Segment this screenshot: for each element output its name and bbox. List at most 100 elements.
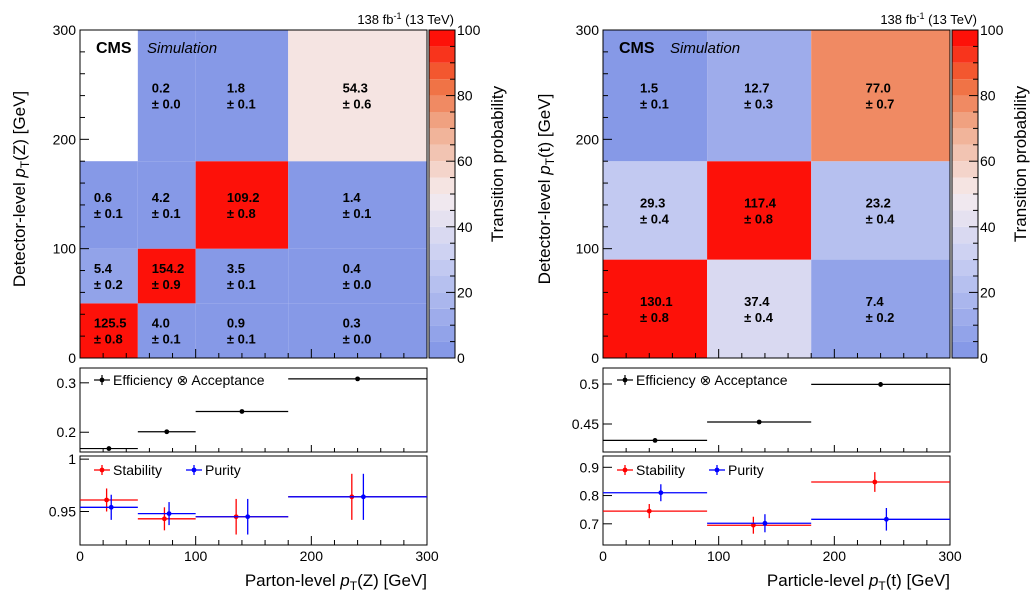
cell-value-label: 4.2 bbox=[152, 190, 170, 205]
x-tick-label: 100 bbox=[184, 548, 208, 564]
color-bar-band bbox=[952, 308, 978, 326]
color-bar-band bbox=[952, 341, 978, 358]
z-tick-label: 60 bbox=[457, 153, 473, 169]
z-tick-label: 0 bbox=[457, 350, 465, 366]
color-bar-band bbox=[952, 128, 978, 145]
y-tick-label: 300 bbox=[576, 22, 600, 38]
x-tick-label: 200 bbox=[300, 548, 324, 564]
heatmap-cell bbox=[137, 30, 196, 162]
stability-legend-label: Stability bbox=[113, 462, 162, 478]
y-tick-label: 300 bbox=[53, 22, 77, 38]
cell-value-label: 4.0 bbox=[152, 316, 170, 331]
cell-value-label: 154.2 bbox=[152, 261, 185, 276]
x-tick-label: 100 bbox=[707, 548, 731, 564]
color-bar-band bbox=[429, 325, 455, 342]
heatmap-frame bbox=[79, 29, 428, 359]
color-bar-band bbox=[429, 161, 455, 178]
heatmap-frame bbox=[602, 29, 951, 359]
heatmap-cell bbox=[603, 30, 708, 162]
z-axis-title: Transition probability bbox=[488, 85, 507, 242]
cell-value-label: 125.5 bbox=[94, 316, 127, 331]
color-bar-band bbox=[952, 226, 978, 244]
color-bar-band bbox=[952, 259, 978, 276]
stability-point bbox=[104, 497, 110, 503]
color-bar-band bbox=[429, 243, 455, 260]
purity-point bbox=[108, 504, 114, 510]
efficiency-panel: 0.45 0.5 Efficiency ⊗ Acceptance bbox=[572, 367, 951, 453]
cell-error-label: ± 0.1 bbox=[152, 206, 181, 221]
cell-error-label: ± 0.1 bbox=[227, 332, 256, 347]
heatmap-cell bbox=[288, 30, 427, 162]
color-bar-band bbox=[429, 30, 455, 47]
cms-label: CMS bbox=[619, 40, 655, 57]
color-bar: 0 20 40 60 80 100 bbox=[951, 22, 1004, 366]
heatmap-cell bbox=[195, 161, 289, 249]
x-tick-label: 200 bbox=[823, 548, 847, 564]
cell-value-label: 7.4 bbox=[866, 294, 885, 309]
cms-label: CMS bbox=[96, 40, 132, 57]
efficiency-y-tick-label: 0.5 bbox=[580, 376, 600, 392]
purity-point bbox=[658, 490, 664, 496]
efficiency-point bbox=[239, 409, 245, 414]
color-bar-band bbox=[952, 243, 978, 260]
color-bar-band bbox=[429, 259, 455, 276]
panel-z-boson: 125.5± 0.84.0± 0.10.9± 0.10.3± 0.05.4± 0… bbox=[10, 11, 507, 592]
stability-purity-panel: 0.7 0.8 0.9 Stability Purity 0 100 200 300 bbox=[580, 455, 962, 564]
cell-error-label: ± 0.8 bbox=[744, 211, 773, 226]
x-tick-label: 300 bbox=[415, 548, 439, 564]
y-tick-label: 0 bbox=[591, 350, 599, 366]
y-tick-label: 100 bbox=[576, 241, 600, 257]
color-bar-band bbox=[952, 95, 978, 112]
efficiency-y-tick-label: 0.3 bbox=[57, 375, 77, 391]
heatmap-cell bbox=[137, 303, 196, 358]
color-bar-band bbox=[429, 46, 455, 63]
cell-value-label: 1.5 bbox=[640, 81, 658, 96]
cell-error-label: ± 0.4 bbox=[744, 310, 774, 325]
color-bar-band bbox=[952, 112, 978, 129]
simulation-label: Simulation bbox=[147, 40, 217, 57]
simulation-label: Simulation bbox=[670, 40, 740, 57]
efficiency-point bbox=[164, 429, 170, 435]
cell-error-label: ± 0.7 bbox=[866, 97, 895, 112]
heatmap-cell bbox=[137, 248, 196, 304]
heatmap-cells: 125.5± 0.84.0± 0.10.9± 0.10.3± 0.05.4± 0… bbox=[80, 30, 427, 358]
color-bar-band bbox=[429, 194, 455, 211]
heatmap-cell bbox=[137, 161, 196, 249]
efficiency-point bbox=[355, 376, 360, 382]
z-tick-label: 20 bbox=[980, 284, 996, 300]
purity-legend-label: Purity bbox=[728, 462, 764, 478]
cell-error-label: ± 0.8 bbox=[640, 310, 669, 325]
color-bar-band bbox=[429, 62, 455, 80]
heatmap-cell bbox=[811, 161, 950, 260]
cell-error-label: ± 0.4 bbox=[640, 211, 670, 226]
color-bar-band bbox=[429, 292, 455, 309]
cell-error-label: ± 0.1 bbox=[343, 206, 372, 221]
efficiency-point bbox=[756, 419, 762, 425]
z-tick-label: 40 bbox=[457, 219, 473, 235]
cell-value-label: 37.4 bbox=[744, 294, 770, 309]
sp-y-tick-label: 0.9 bbox=[580, 459, 600, 475]
sp-y-tick-label: 0.7 bbox=[580, 516, 600, 532]
cell-error-label: ± 0.9 bbox=[152, 277, 181, 292]
color-bar-band bbox=[429, 112, 455, 129]
color-bar-band bbox=[952, 30, 978, 47]
cell-error-label: ± 0.0 bbox=[152, 97, 181, 112]
cell-value-label: 23.2 bbox=[866, 195, 891, 210]
color-bar-band bbox=[429, 79, 455, 96]
purity-point bbox=[883, 516, 889, 522]
stability-point bbox=[646, 508, 652, 514]
legend-marker bbox=[99, 377, 105, 383]
cell-value-label: 54.3 bbox=[343, 81, 368, 96]
efficiency-legend-label: Efficiency ⊗ Acceptance bbox=[636, 372, 788, 388]
color-bar-band bbox=[952, 210, 978, 227]
sp-y-tick-label: 0.95 bbox=[49, 503, 76, 519]
z-tick-label: 20 bbox=[457, 284, 473, 300]
cell-error-label: ± 0.1 bbox=[640, 97, 669, 112]
z-tick-label: 80 bbox=[980, 88, 996, 104]
color-bar-band bbox=[429, 177, 455, 194]
x-tick-label: 300 bbox=[938, 548, 962, 564]
cell-error-label: ± 0.1 bbox=[94, 206, 123, 221]
cell-value-label: 5.4 bbox=[94, 261, 113, 276]
efficiency-point bbox=[106, 446, 112, 451]
